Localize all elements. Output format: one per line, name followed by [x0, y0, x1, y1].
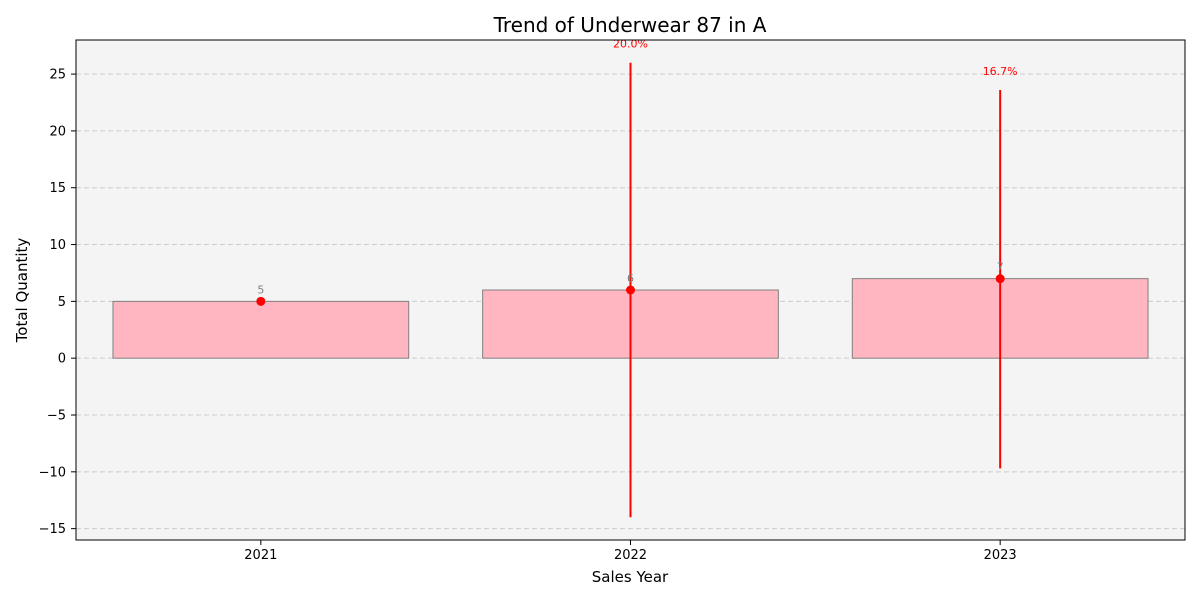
growth-label: 16.7% — [983, 65, 1018, 78]
x-tick-label: 2021 — [244, 548, 277, 563]
y-tick-label: −5 — [47, 409, 66, 424]
y-axis-ticks: −15 −10 −5 0 5 10 15 20 25 — [39, 68, 76, 537]
value-label: 7 — [997, 261, 1004, 274]
data-point-marker — [995, 274, 1005, 284]
markers — [256, 274, 1005, 306]
x-axis-ticks: 2021 2022 2023 — [244, 540, 1017, 563]
y-tick-label: 10 — [49, 238, 66, 253]
y-axis-label: Total Quantity — [13, 238, 31, 344]
y-tick-label: −10 — [39, 465, 66, 480]
y-tick-label: 15 — [49, 181, 66, 196]
y-tick-label: 0 — [58, 352, 66, 367]
value-label: 6 — [627, 272, 634, 285]
x-tick-label: 2022 — [614, 548, 647, 563]
growth-label: 20.0% — [613, 38, 648, 51]
data-point-marker — [256, 296, 266, 306]
x-tick-label: 2023 — [984, 548, 1017, 563]
y-tick-label: −15 — [39, 522, 66, 537]
chart-title: Trend of Underwear 87 in A — [493, 13, 767, 37]
y-tick-label: 5 — [58, 295, 66, 310]
data-point-marker — [626, 285, 635, 295]
bar — [112, 300, 410, 359]
data-labels: 5 20.0% 6 16.7% 7 — [257, 38, 1017, 297]
y-tick-label: 25 — [49, 68, 66, 83]
value-label: 5 — [257, 283, 264, 296]
x-axis-label: Sales Year — [592, 568, 669, 586]
y-tick-label: 20 — [49, 124, 66, 139]
